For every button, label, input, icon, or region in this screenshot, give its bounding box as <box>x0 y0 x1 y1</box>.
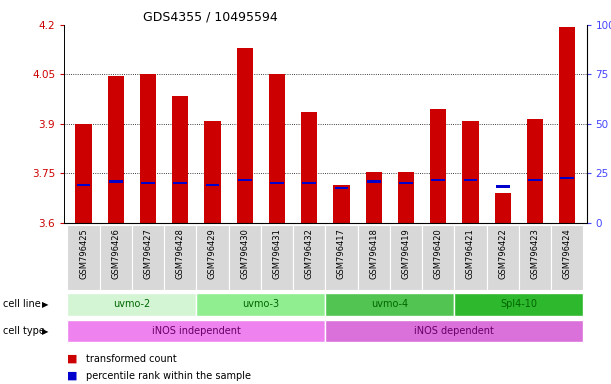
Bar <box>422 225 455 290</box>
Bar <box>495 193 511 223</box>
Text: GSM796427: GSM796427 <box>144 228 153 279</box>
Bar <box>269 74 285 223</box>
Bar <box>496 185 510 188</box>
Bar <box>238 179 252 181</box>
Bar <box>399 182 413 184</box>
Bar <box>560 177 574 179</box>
Text: transformed count: transformed count <box>86 354 177 364</box>
Text: GSM796428: GSM796428 <box>176 228 185 279</box>
Text: ▶: ▶ <box>42 300 48 309</box>
Text: Spl4-10: Spl4-10 <box>500 299 537 309</box>
Text: GSM796419: GSM796419 <box>401 228 411 279</box>
Bar <box>109 180 123 183</box>
Bar <box>67 225 100 290</box>
Bar <box>75 124 92 223</box>
Text: GSM796426: GSM796426 <box>111 228 120 279</box>
Text: uvmo-4: uvmo-4 <box>371 299 408 309</box>
Bar <box>196 293 325 316</box>
Text: cell type: cell type <box>3 326 45 336</box>
Bar <box>261 225 293 290</box>
Bar <box>108 76 124 223</box>
Bar <box>67 320 325 343</box>
Bar <box>334 185 349 223</box>
Text: ■: ■ <box>67 354 78 364</box>
Bar <box>325 293 455 316</box>
Text: GSM796425: GSM796425 <box>79 228 88 279</box>
Text: ■: ■ <box>67 371 78 381</box>
Bar <box>67 293 196 316</box>
Bar <box>398 172 414 223</box>
Text: GSM796431: GSM796431 <box>273 228 282 279</box>
Bar <box>132 225 164 290</box>
Bar <box>140 74 156 223</box>
Bar <box>464 179 477 181</box>
Text: GSM796430: GSM796430 <box>240 228 249 279</box>
Text: GDS4355 / 10495594: GDS4355 / 10495594 <box>142 11 277 24</box>
Bar <box>463 121 478 223</box>
Text: percentile rank within the sample: percentile rank within the sample <box>86 371 251 381</box>
Text: GSM796429: GSM796429 <box>208 228 217 279</box>
Bar <box>367 180 381 183</box>
Bar <box>455 225 486 290</box>
Text: GSM796417: GSM796417 <box>337 228 346 279</box>
Text: uvmo-2: uvmo-2 <box>113 299 150 309</box>
Bar <box>365 172 382 223</box>
Text: GSM796422: GSM796422 <box>498 228 507 279</box>
Text: iNOS dependent: iNOS dependent <box>414 326 494 336</box>
Text: cell line: cell line <box>3 299 41 310</box>
Bar <box>528 179 542 181</box>
Text: iNOS independent: iNOS independent <box>152 326 241 336</box>
Bar <box>172 96 188 223</box>
Bar <box>551 225 584 290</box>
Bar <box>527 119 543 223</box>
Text: GSM796421: GSM796421 <box>466 228 475 279</box>
Bar <box>301 112 317 223</box>
Bar <box>455 293 584 316</box>
Bar <box>430 109 446 223</box>
Bar <box>174 182 187 184</box>
Bar <box>302 182 316 184</box>
Bar <box>196 225 229 290</box>
Text: ▶: ▶ <box>42 327 48 336</box>
Text: uvmo-3: uvmo-3 <box>243 299 279 309</box>
Bar <box>270 182 284 184</box>
Bar <box>431 179 445 181</box>
Bar <box>519 225 551 290</box>
Bar <box>205 121 221 223</box>
Bar <box>293 225 325 290</box>
Bar <box>236 48 253 223</box>
Bar <box>100 225 132 290</box>
Bar <box>486 225 519 290</box>
Bar <box>390 225 422 290</box>
Bar <box>229 225 261 290</box>
Bar <box>141 182 155 184</box>
Bar <box>335 187 348 189</box>
Text: GSM796423: GSM796423 <box>530 228 540 279</box>
Bar <box>164 225 196 290</box>
Text: GSM796420: GSM796420 <box>434 228 443 279</box>
Bar <box>357 225 390 290</box>
Bar <box>325 320 584 343</box>
Bar <box>559 26 576 223</box>
Text: GSM796432: GSM796432 <box>305 228 313 279</box>
Bar <box>325 225 357 290</box>
Bar <box>76 184 90 186</box>
Bar <box>206 184 219 186</box>
Text: GSM796418: GSM796418 <box>369 228 378 279</box>
Text: GSM796424: GSM796424 <box>563 228 572 279</box>
